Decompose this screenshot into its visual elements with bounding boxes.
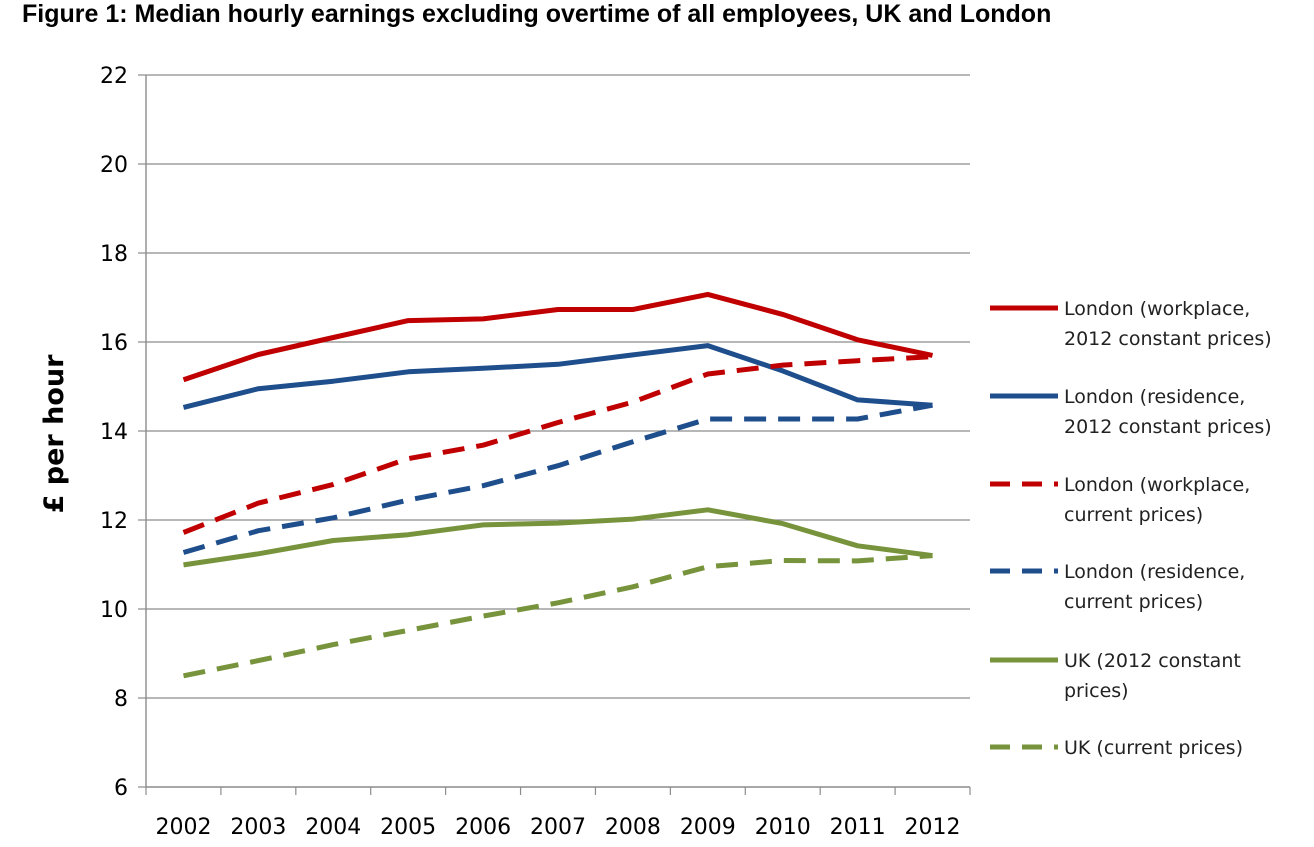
series-line-6 — [183, 553, 933, 679]
series-line-5 — [183, 507, 933, 568]
x-tick-label: 2003 — [230, 815, 286, 840]
x-tick-label: 2005 — [380, 815, 436, 840]
legend-label-6: UK (current prices) — [1064, 737, 1243, 759]
series-line-2 — [182, 343, 933, 410]
series-lines — [182, 291, 934, 679]
legend-label-2: London (residence, — [1064, 386, 1245, 408]
y-tick-label: 12 — [100, 509, 128, 534]
x-tick-label: 2011 — [830, 815, 886, 840]
gridlines — [146, 74, 970, 699]
y-tick-label: 18 — [100, 242, 128, 267]
y-tick-label: 14 — [100, 420, 128, 445]
series-line-3 — [182, 354, 933, 535]
legend-label-1: London (workplace, — [1064, 298, 1250, 320]
y-tick-label: 20 — [100, 153, 128, 178]
x-tick-label: 2010 — [755, 815, 811, 840]
x-tick-label: 2012 — [905, 815, 961, 840]
series-line-4 — [182, 402, 933, 555]
x-tick-label: 2004 — [305, 815, 361, 840]
legend-label-3: current prices) — [1064, 504, 1203, 526]
y-tick-label: 22 — [100, 64, 128, 89]
y-tick-label: 10 — [100, 598, 128, 623]
y-tick-label: 6 — [114, 776, 128, 801]
x-tick-label: 2008 — [605, 815, 661, 840]
x-tick-label: 2002 — [155, 815, 211, 840]
y-tick-label: 8 — [114, 687, 128, 712]
y-tick-label: 16 — [100, 331, 128, 356]
legend-label-3: London (workplace, — [1064, 474, 1250, 496]
x-tick-label: 2009 — [680, 815, 736, 840]
legend-label-1: 2012 constant prices) — [1064, 328, 1272, 350]
x-tick-label: 2006 — [455, 815, 511, 840]
legend: London (workplace, 2012 constant prices) L… — [990, 298, 1272, 759]
chart-title: Figure 1: Median hourly earnings excludi… — [22, 0, 1052, 28]
series-line-1 — [182, 291, 934, 383]
legend-label-4: current prices) — [1064, 591, 1203, 613]
legend-label-5: UK (2012 constant — [1064, 650, 1241, 672]
legend-label-5: prices) — [1064, 680, 1129, 702]
x-tick-label: 2007 — [530, 815, 586, 840]
axes: 6 8 10 12 14 16 18 20 22 2002 2003 2004 2005 2006 2007… — [100, 64, 971, 840]
legend-label-4: London (residence, — [1064, 561, 1245, 583]
y-axis-label: £ per hour — [39, 354, 70, 514]
legend-label-2: 2012 constant prices) — [1064, 416, 1272, 438]
